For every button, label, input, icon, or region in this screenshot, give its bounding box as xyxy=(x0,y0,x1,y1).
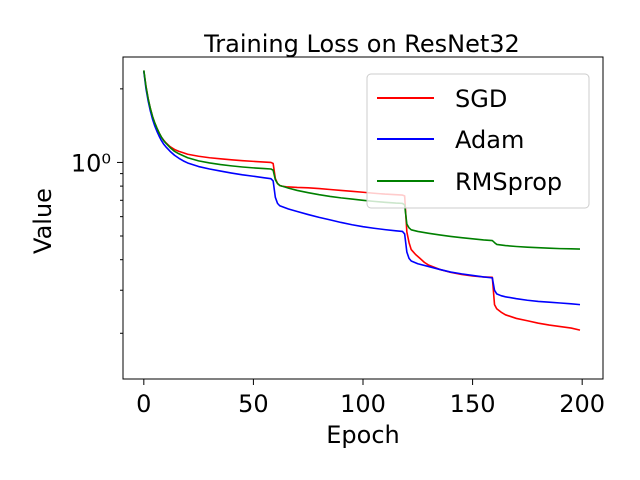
x-tick-label: 150 xyxy=(450,390,496,418)
series-layer xyxy=(143,70,581,331)
legend-box xyxy=(366,73,590,209)
y-axis-ticks: 10⁰ xyxy=(71,88,123,334)
legend-label-rmsprop: RMSprop xyxy=(455,168,562,196)
plot-area: 0 50 100 150 200 10⁰ xyxy=(71,56,605,418)
legend-label-adam: Adam xyxy=(455,126,524,154)
x-axis-ticks: 0 50 100 150 200 xyxy=(136,379,605,418)
x-tick-label: 50 xyxy=(238,390,269,418)
y-axis-label: Value xyxy=(29,188,57,254)
series-line-rmsprop xyxy=(143,70,581,250)
series-line-adam xyxy=(143,71,581,306)
y-tick-label: 10⁰ xyxy=(71,149,111,177)
legend: SGD Adam RMSprop xyxy=(366,73,590,209)
x-tick-label: 200 xyxy=(559,390,605,418)
chart-title: Training Loss on ResNet32 xyxy=(203,30,520,58)
x-tick-label: 0 xyxy=(136,390,151,418)
x-axis-label: Epoch xyxy=(326,421,400,449)
x-tick-label: 100 xyxy=(340,390,386,418)
legend-label-sgd: SGD xyxy=(455,85,507,113)
